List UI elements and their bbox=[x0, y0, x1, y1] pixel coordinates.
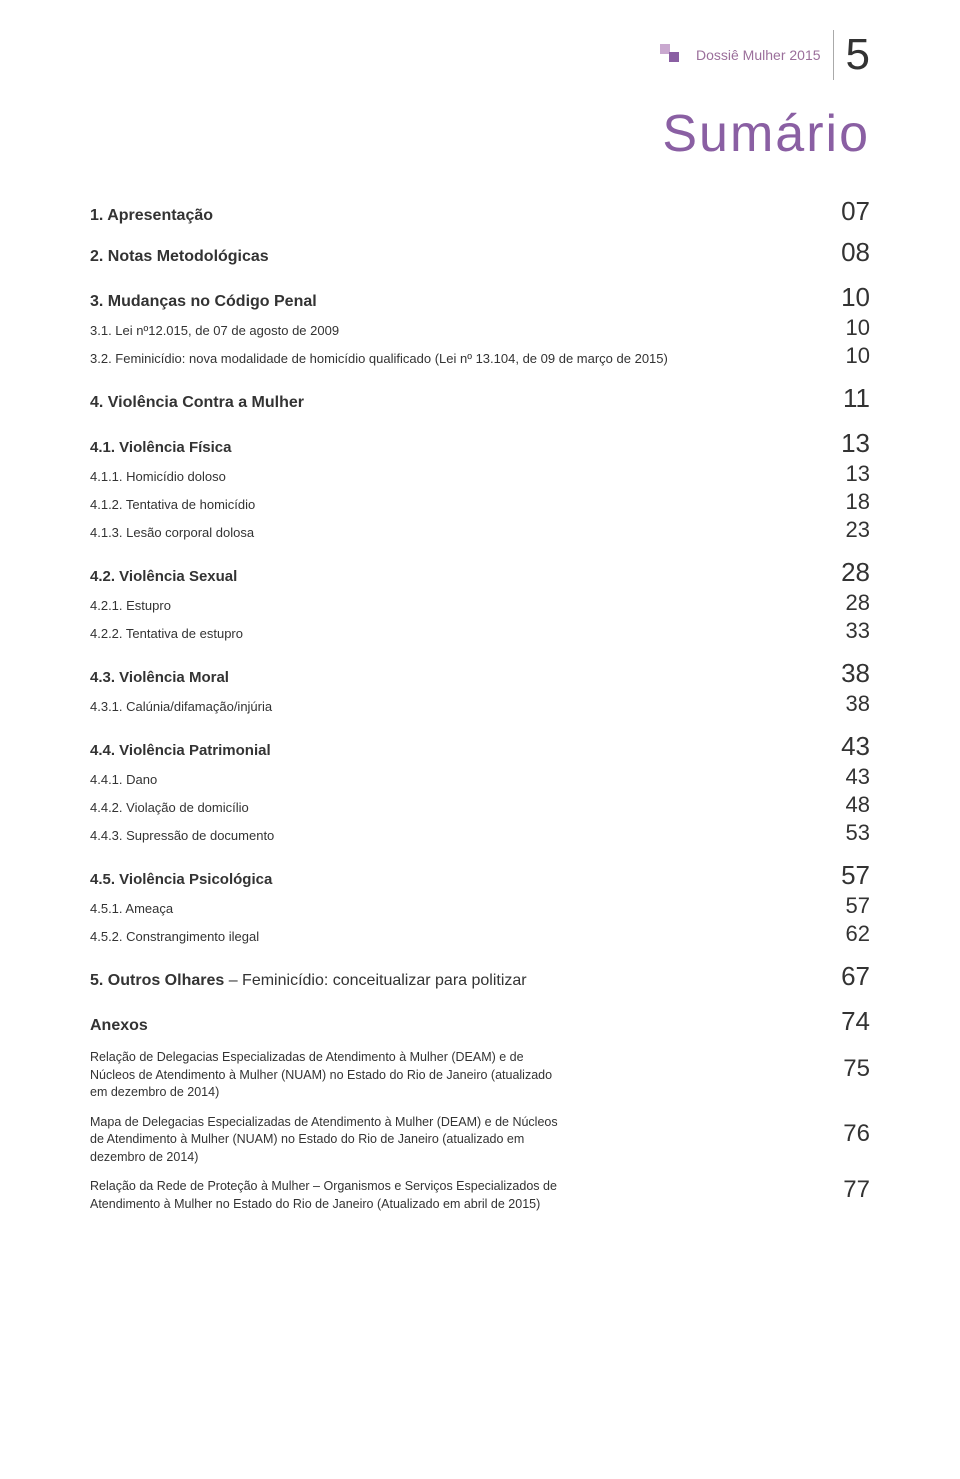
toc-label: 4.1.3. Lesão corporal dolosa bbox=[90, 525, 820, 540]
toc-row: 3.2. Feminicídio: nova modalidade de hom… bbox=[90, 343, 870, 369]
toc-page-number: 11 bbox=[820, 383, 870, 414]
anexo-row: Relação da Rede de Proteção à Mulher – O… bbox=[90, 1166, 870, 1213]
toc-page-number: 67 bbox=[820, 961, 870, 992]
toc-label-bold: 5. Outros Olhares bbox=[90, 972, 224, 989]
toc-label: 4.3. Violência Moral bbox=[90, 669, 820, 686]
toc-row: 1. Apresentação07 bbox=[90, 196, 870, 227]
toc-label: 2. Notas Metodológicas bbox=[90, 248, 820, 266]
toc-page-number: 13 bbox=[820, 461, 870, 487]
toc-label: 4.1. Violência Física bbox=[90, 439, 820, 456]
toc-page-number: 28 bbox=[820, 590, 870, 616]
anexo-row: Mapa de Delegacias Especializadas de Ate… bbox=[90, 1102, 870, 1167]
toc-label: 4.5. Violência Psicológica bbox=[90, 871, 820, 888]
toc-page-number: 18 bbox=[820, 489, 870, 515]
toc-label: 5. Outros Olhares – Feminicídio: conceit… bbox=[90, 972, 820, 990]
toc-page-number: 13 bbox=[820, 428, 870, 459]
toc-label: 3. Mudanças no Código Penal bbox=[90, 293, 820, 311]
toc-row: 4.4.3. Supressão de documento53 bbox=[90, 820, 870, 846]
toc-page-number: 57 bbox=[820, 860, 870, 891]
table-of-contents: 1. Apresentação072. Notas Metodológicas0… bbox=[90, 196, 870, 1037]
anexo-row: Relação de Delegacias Especializadas de … bbox=[90, 1037, 870, 1102]
toc-row: 5. Outros Olhares – Feminicídio: conceit… bbox=[90, 961, 870, 992]
anexo-page-number: 76 bbox=[820, 1120, 870, 1148]
toc-row: 4.5.1. Ameaça57 bbox=[90, 893, 870, 919]
toc-page-number: 10 bbox=[820, 343, 870, 369]
toc-row: 2. Notas Metodológicas08 bbox=[90, 237, 870, 268]
toc-label: 4.5.2. Constrangimento ilegal bbox=[90, 929, 820, 944]
toc-page-number: 08 bbox=[820, 237, 870, 268]
toc-page-number: 38 bbox=[820, 691, 870, 717]
toc-label: 4. Violência Contra a Mulher bbox=[90, 394, 820, 412]
toc-row: 4. Violência Contra a Mulher11 bbox=[90, 383, 870, 414]
toc-row: 4.4.2. Violação de domicílio48 bbox=[90, 792, 870, 818]
header-label: Dossiê Mulher 2015 bbox=[696, 47, 821, 63]
anexos-list: Relação de Delegacias Especializadas de … bbox=[90, 1037, 870, 1213]
toc-row: 4.1.3. Lesão corporal dolosa23 bbox=[90, 517, 870, 543]
toc-row: 4.2. Violência Sexual28 bbox=[90, 557, 870, 588]
toc-label: 3.2. Feminicídio: nova modalidade de hom… bbox=[90, 351, 820, 366]
toc-label: 4.4.3. Supressão de documento bbox=[90, 828, 820, 843]
toc-row: 4.5. Violência Psicológica57 bbox=[90, 860, 870, 891]
toc-label: 4.2.1. Estupro bbox=[90, 598, 820, 613]
toc-row: 4.1.1. Homicídio doloso13 bbox=[90, 461, 870, 487]
toc-label: 4.3.1. Calúnia/difamação/injúria bbox=[90, 699, 820, 714]
toc-label: 4.1.1. Homicídio doloso bbox=[90, 469, 820, 484]
toc-page-number: 28 bbox=[820, 557, 870, 588]
toc-row: Anexos74 bbox=[90, 1006, 870, 1037]
toc-page-number: 07 bbox=[820, 196, 870, 227]
toc-page-number: 62 bbox=[820, 921, 870, 947]
toc-row: 4.2.2. Tentativa de estupro33 bbox=[90, 618, 870, 644]
toc-row: 4.4.1. Dano43 bbox=[90, 764, 870, 790]
toc-row: 4.1.2. Tentativa de homicídio18 bbox=[90, 489, 870, 515]
page-header: Dossiê Mulher 2015 5 bbox=[90, 30, 870, 80]
toc-row: 4.4. Violência Patrimonial43 bbox=[90, 731, 870, 762]
toc-row: 4.1. Violência Física13 bbox=[90, 428, 870, 459]
toc-label: Anexos bbox=[90, 1017, 820, 1035]
toc-row: 3.1. Lei nº12.015, de 07 de agosto de 20… bbox=[90, 315, 870, 341]
toc-label: 4.1.2. Tentativa de homicídio bbox=[90, 497, 820, 512]
toc-page-number: 57 bbox=[820, 893, 870, 919]
toc-row: 4.3. Violência Moral38 bbox=[90, 658, 870, 689]
header-divider bbox=[833, 30, 834, 80]
toc-page-number: 23 bbox=[820, 517, 870, 543]
toc-page-number: 10 bbox=[820, 315, 870, 341]
toc-label: 4.4. Violência Patrimonial bbox=[90, 742, 820, 759]
toc-row: 4.5.2. Constrangimento ilegal62 bbox=[90, 921, 870, 947]
toc-page-number: 53 bbox=[820, 820, 870, 846]
toc-label: 4.2.2. Tentativa de estupro bbox=[90, 626, 820, 641]
toc-page-number: 33 bbox=[820, 618, 870, 644]
toc-label-rest: – Feminicídio: conceitualizar para polit… bbox=[224, 972, 526, 989]
toc-page-number: 74 bbox=[820, 1006, 870, 1037]
toc-row: 3. Mudanças no Código Penal10 bbox=[90, 282, 870, 313]
toc-label: 4.2. Violência Sexual bbox=[90, 568, 820, 585]
toc-label: 1. Apresentação bbox=[90, 207, 820, 225]
toc-page-number: 38 bbox=[820, 658, 870, 689]
anexo-page-number: 77 bbox=[820, 1176, 870, 1204]
toc-label: 4.4.2. Violação de domicílio bbox=[90, 800, 820, 815]
header-decoration-icon bbox=[660, 44, 684, 67]
toc-page-number: 48 bbox=[820, 792, 870, 818]
toc-page-number: 43 bbox=[820, 731, 870, 762]
anexo-description: Mapa de Delegacias Especializadas de Ate… bbox=[90, 1114, 570, 1167]
toc-row: 4.3.1. Calúnia/difamação/injúria38 bbox=[90, 691, 870, 717]
header-page-number: 5 bbox=[846, 30, 870, 80]
toc-page-number: 10 bbox=[820, 282, 870, 313]
toc-label: 4.5.1. Ameaça bbox=[90, 901, 820, 916]
toc-row: 4.2.1. Estupro28 bbox=[90, 590, 870, 616]
anexo-description: Relação da Rede de Proteção à Mulher – O… bbox=[90, 1178, 570, 1213]
anexo-description: Relação de Delegacias Especializadas de … bbox=[90, 1049, 570, 1102]
anexo-page-number: 75 bbox=[820, 1055, 870, 1083]
page-title: Sumário bbox=[90, 104, 870, 164]
toc-page-number: 43 bbox=[820, 764, 870, 790]
toc-label: 4.4.1. Dano bbox=[90, 772, 820, 787]
toc-label: 3.1. Lei nº12.015, de 07 de agosto de 20… bbox=[90, 323, 820, 338]
